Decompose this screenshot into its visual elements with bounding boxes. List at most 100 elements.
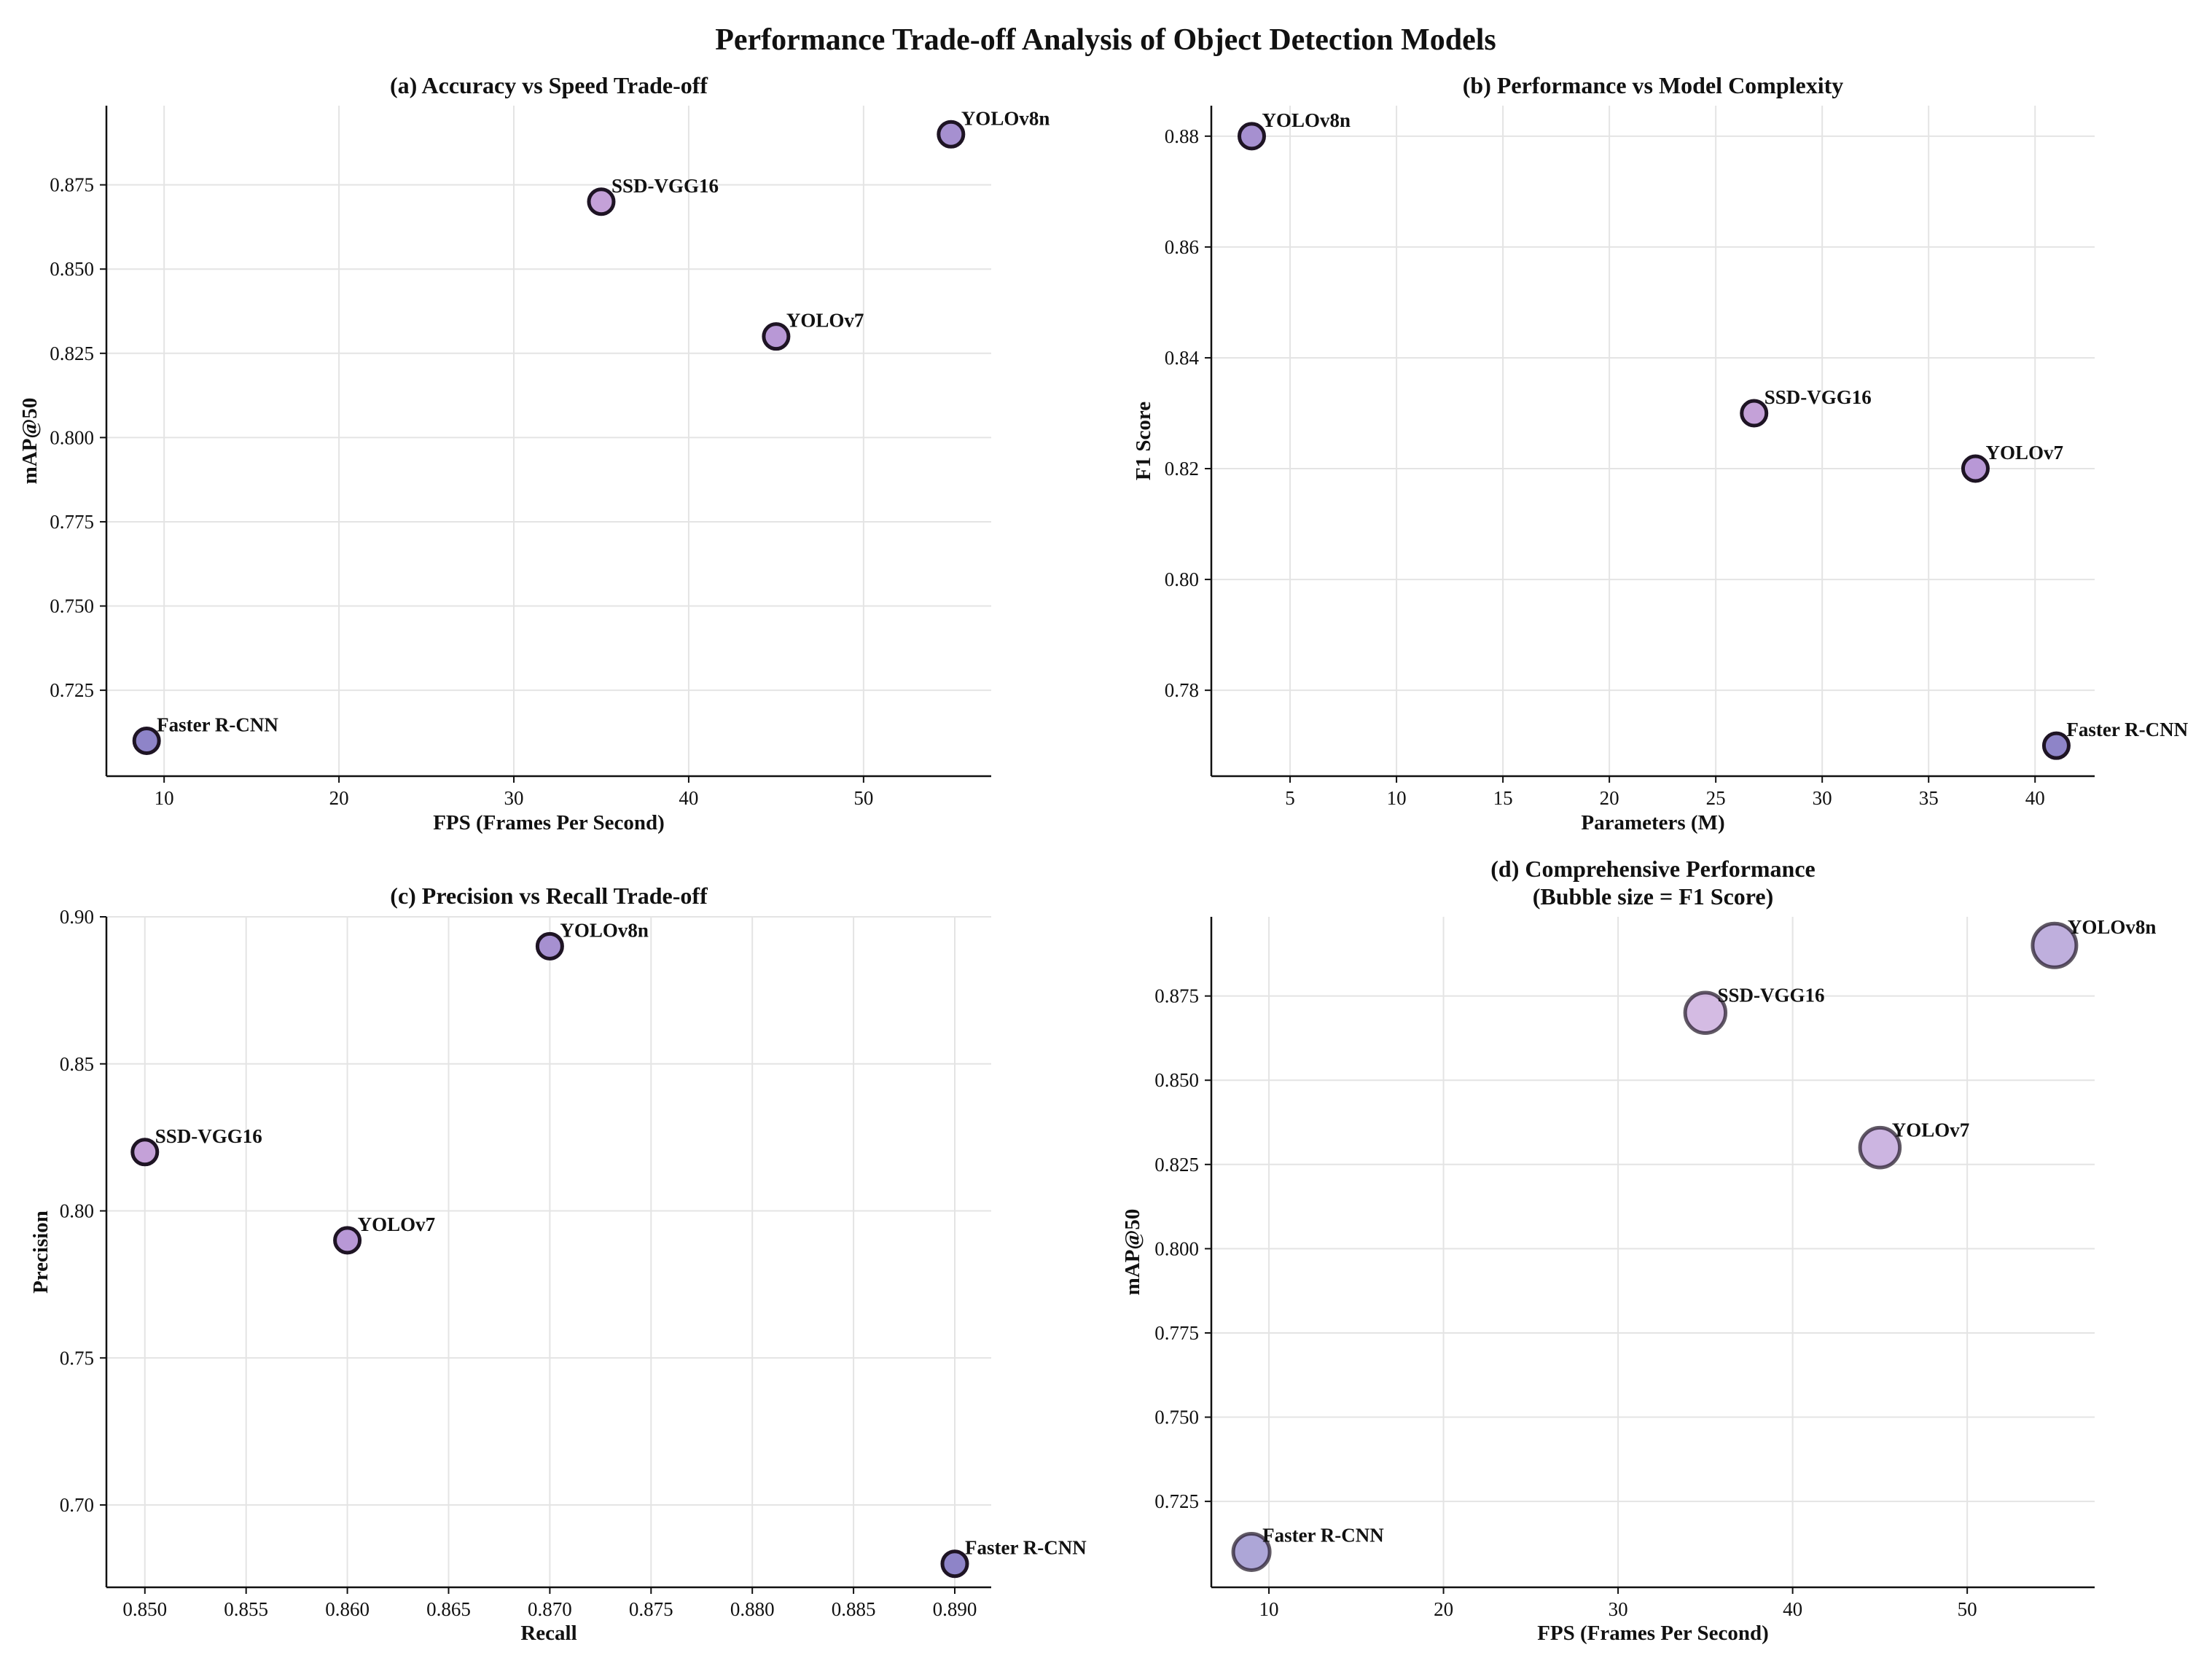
panel-d-y-tick-label: 0.875	[1154, 985, 1199, 1007]
panel-c-x-tick-label: 0.870	[528, 1598, 572, 1620]
panel-a-y-tick-label: 0.800	[50, 426, 94, 448]
panel-d-x-tick-label: 40	[1783, 1598, 1802, 1620]
panel-d-y-tick-label: 0.775	[1154, 1322, 1199, 1344]
panel-b-y-tick-label: 0.88	[1165, 125, 1199, 147]
panel-d-y-tick-label: 0.800	[1154, 1237, 1199, 1259]
panel-c-x-tick-label: 0.860	[325, 1598, 370, 1620]
panel-c-y-tick-label: 0.70	[60, 1494, 94, 1516]
panel-d-y-tick-label: 0.825	[1154, 1154, 1199, 1176]
panel-d-x-tick-label: 20	[1434, 1598, 1453, 1620]
panel-d-x-tick-label: 50	[1958, 1598, 1977, 1620]
panel-c-point-label-faster-r-cnn: Faster R-CNN	[965, 1537, 1087, 1559]
panel-b-x-tick-label: 40	[2025, 787, 2045, 809]
panel-d-y-tick-label: 0.850	[1154, 1069, 1199, 1091]
panel-d-point-faster-r-cnn	[1231, 1531, 1272, 1572]
panel-c-y-tick-label: 0.80	[60, 1200, 94, 1222]
panel-c-precision-vs-recall: 0.850 0.855 0.860 0.865 0.870 0.875 0.880 0.885…	[29, 883, 1087, 1645]
panel-b-x-tick-label: 30	[1813, 787, 1832, 809]
panel-c-point-label-yolov7: YOLOv7	[358, 1213, 436, 1235]
panel-a-y-tick-label: 0.850	[50, 258, 94, 280]
panel-a-point-label-faster-r-cnn: Faster R-CNN	[157, 713, 278, 735]
panel-b-point-ssd-vgg16	[1740, 399, 1769, 428]
panel-d-point-yolov8n	[2031, 921, 2079, 969]
panel-d-comprehensive-performance: 10 20 30 40 50 0.725 0.750 0.775 0.800 0.825 0.850…	[1121, 856, 2156, 1645]
panel-a-x-tick-label: 20	[329, 787, 349, 809]
panel-a-point-yolov8n	[937, 120, 966, 149]
panel-b-x-tick-label: 10	[1387, 787, 1407, 809]
panel-a-point-label-ssd-vgg16: SSD-VGG16	[611, 175, 719, 197]
panel-c-x-tick-label: 0.850	[122, 1598, 167, 1620]
panel-d-y-axis-label: mAP@50	[1121, 1209, 1144, 1296]
panel-c-x-tick-label: 0.885	[832, 1598, 876, 1620]
panel-b-point-faster-r-cnn	[2041, 731, 2071, 760]
panel-a-y-tick-label: 0.725	[50, 679, 94, 701]
panel-c-x-tick-label: 0.880	[730, 1598, 775, 1620]
panel-c-point-yolov8n	[535, 931, 564, 961]
panel-c-x-tick-label: 0.865	[426, 1598, 471, 1620]
panel-b-x-tick-label: 35	[1919, 787, 1939, 809]
panel-a-y-tick-label: 0.825	[50, 343, 94, 364]
panel-a-point-ssd-vgg16	[587, 187, 616, 216]
panel-d-point-label-yolov7: YOLOv7	[1892, 1119, 1970, 1141]
panel-d-point-yolov7	[1858, 1125, 1902, 1170]
panel-c-point-ssd-vgg16	[130, 1138, 160, 1167]
panel-d-point-label-ssd-vgg16: SSD-VGG16	[1717, 985, 1824, 1006]
panel-d-subtitle: (Bubble size = F1 Score)	[1533, 883, 1774, 910]
panel-a-point-yolov7	[762, 322, 791, 351]
panel-a-x-tick-label: 30	[504, 787, 524, 809]
panel-b-x-tick-label: 20	[1600, 787, 1619, 809]
panel-c-x-tick-label: 0.855	[224, 1598, 268, 1620]
panel-b-point-label-faster-r-cnn: Faster R-CNN	[2066, 719, 2188, 740]
panel-c-x-axis-label: Recall	[520, 1622, 577, 1645]
panel-a-point-label-yolov8n: YOLOv8n	[961, 107, 1050, 129]
panel-b-y-tick-label: 0.78	[1165, 679, 1199, 701]
panel-a-y-tick-label: 0.875	[50, 174, 94, 196]
panel-c-x-tick-label: 0.890	[933, 1598, 977, 1620]
panel-a-x-tick-label: 10	[155, 787, 174, 809]
panel-b-performance-vs-complexity: 5 10 15 20 25 30 35 40 0.78 0.80 0.82 0.84 0.86 0.88 (…	[1132, 72, 2189, 834]
panel-d-x-tick-label: 30	[1609, 1598, 1628, 1620]
panel-a-y-axis-label: mAP@50	[18, 398, 42, 485]
panel-d-x-tick-label: 10	[1259, 1598, 1279, 1620]
panel-b-point-label-yolov8n: YOLOv8n	[1262, 109, 1351, 131]
panel-d-point-label-yolov8n: YOLOv8n	[2068, 916, 2157, 938]
panel-b-x-axis-label: Parameters (M)	[1581, 811, 1724, 834]
panel-c-point-faster-r-cnn	[940, 1549, 969, 1579]
panel-c-point-label-ssd-vgg16: SSD-VGG16	[155, 1125, 262, 1147]
panel-b-point-label-yolov7: YOLOv7	[1985, 442, 2063, 464]
panel-b-point-yolov7	[1961, 454, 1990, 483]
panel-d-point-ssd-vgg16	[1683, 990, 1728, 1035]
panel-c-point-label-yolov8n: YOLOv8n	[560, 919, 649, 941]
panel-a-title: (a) Accuracy vs Speed Trade-off	[390, 72, 708, 98]
panel-a-x-tick-label: 50	[853, 787, 873, 809]
panel-a-y-tick-label: 0.750	[50, 595, 94, 617]
panel-d-x-axis-label: FPS (Frames Per Second)	[1537, 1622, 1769, 1645]
panel-c-y-tick-label: 0.75	[60, 1347, 94, 1369]
panel-b-point-label-ssd-vgg16: SSD-VGG16	[1764, 386, 1872, 408]
panel-b-y-axis-label: F1 Score	[1132, 402, 1155, 480]
panel-c-title: (c) Precision vs Recall Trade-off	[390, 883, 708, 909]
panel-d-title: (d) Comprehensive Performance	[1490, 856, 1816, 882]
panel-c-point-yolov7	[333, 1226, 362, 1255]
panel-d-y-tick-label: 0.725	[1154, 1490, 1199, 1512]
panel-b-y-tick-label: 0.86	[1165, 236, 1199, 258]
panel-a-x-axis-label: FPS (Frames Per Second)	[433, 811, 665, 834]
panel-d-point-label-faster-r-cnn: Faster R-CNN	[1262, 1525, 1384, 1546]
panel-b-y-tick-label: 0.84	[1165, 347, 1200, 369]
panel-c-y-tick-label: 0.90	[60, 906, 94, 928]
panel-b-title: (b) Performance vs Model Complexity	[1463, 72, 1844, 98]
panel-d-y-tick-label: 0.750	[1154, 1407, 1199, 1428]
panel-c-y-tick-label: 0.85	[60, 1053, 94, 1075]
panel-a-x-tick-label: 40	[679, 787, 698, 809]
panel-b-x-tick-label: 15	[1493, 787, 1513, 809]
panel-c-y-axis-label: Precision	[29, 1211, 52, 1294]
panel-a-y-tick-label: 0.775	[50, 511, 94, 533]
panel-a-point-label-yolov7: YOLOv7	[786, 310, 864, 332]
panel-b-y-tick-label: 0.80	[1165, 568, 1199, 590]
panel-a-point-faster-r-cnn	[132, 726, 161, 755]
panel-b-x-tick-label: 25	[1706, 787, 1726, 809]
panel-b-point-yolov8n	[1237, 122, 1266, 151]
panel-c-x-tick-label: 0.875	[629, 1598, 673, 1620]
panel-b-x-tick-label: 5	[1285, 787, 1295, 809]
